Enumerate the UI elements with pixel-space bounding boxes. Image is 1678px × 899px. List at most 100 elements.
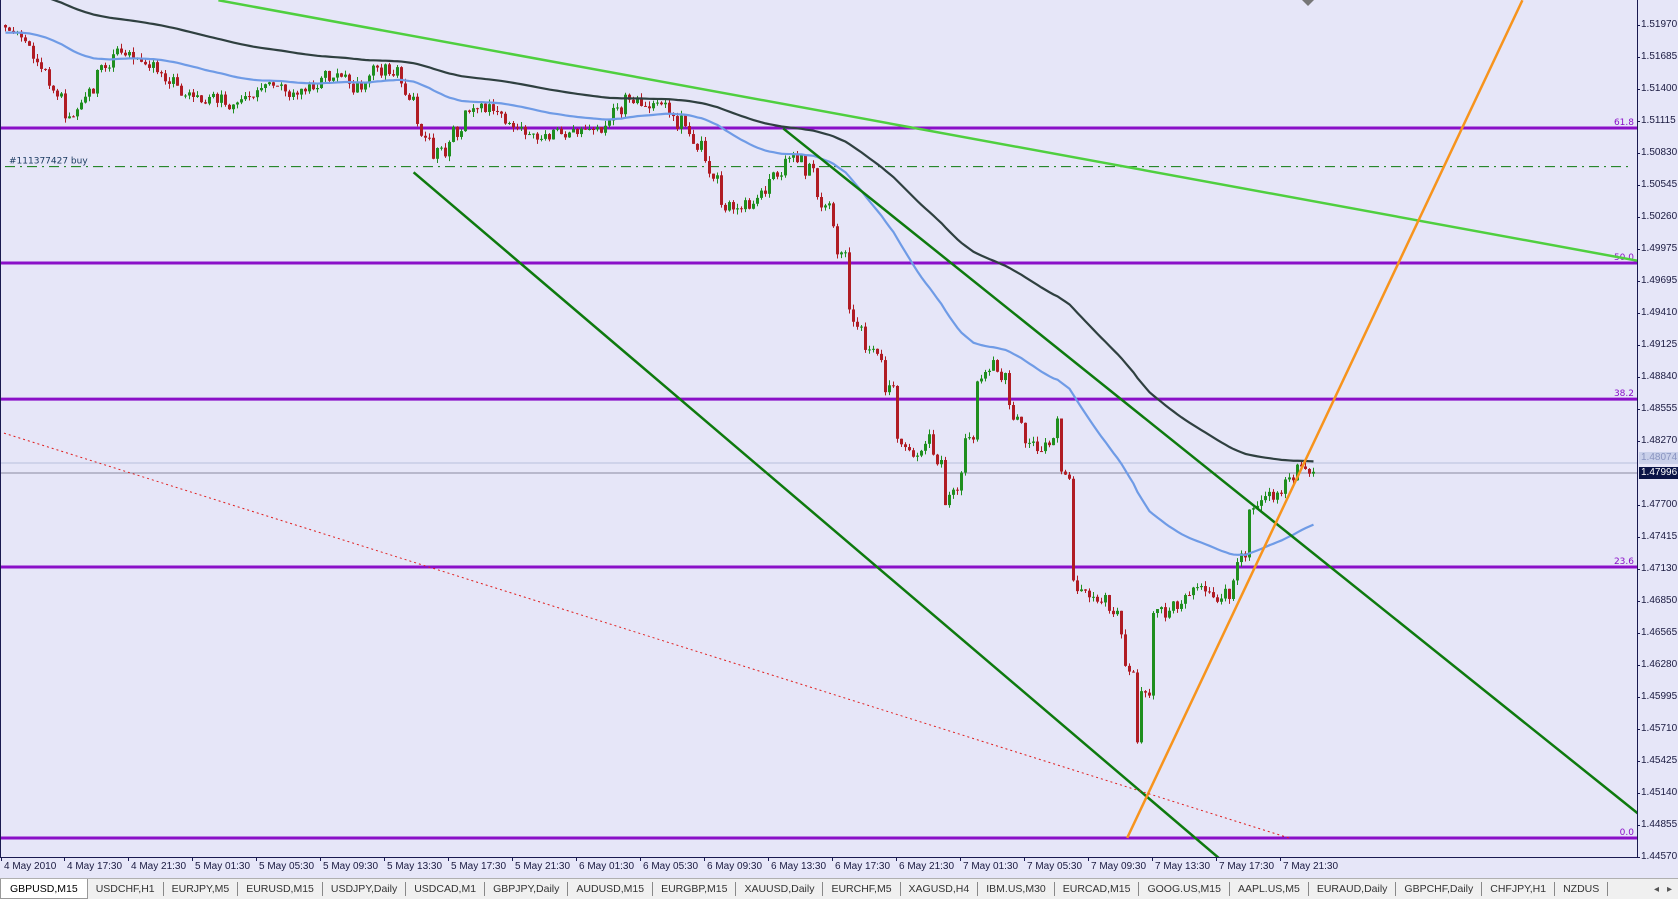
candle [836,223,839,259]
candle [868,345,871,354]
candle-body [876,348,879,354]
candle-body [516,127,519,129]
chart-window[interactable]: 61.850.038.223.60.0#111377427 buy 1.5197… [0,0,1678,878]
candle [188,89,191,100]
time-axis-label: 6 May 17:30 [835,861,891,872]
chart-tab[interactable]: EURCAD,M15 [1055,882,1140,896]
time-axis-label: 5 May 05:30 [259,861,315,872]
candle-body [32,45,35,59]
candle-body [1212,592,1215,598]
candle [448,140,451,162]
chart-tab[interactable]: EURAUD,Daily [1309,882,1397,896]
chart-tab[interactable]: EURUSD,M15 [238,882,323,896]
chart-tab[interactable]: XAUUSD,Daily [736,882,824,896]
candle [720,171,723,208]
candle [1204,581,1207,597]
candle-body [1088,590,1091,598]
chart-tab[interactable]: USDCAD,M1 [406,882,486,896]
chart-tab[interactable]: GBPCHF,Daily [1396,882,1483,896]
candle-body [128,51,131,56]
candle-body [748,200,751,209]
time-tick [896,857,897,861]
candle-body [1144,691,1147,693]
chart-tab[interactable]: XAGUSD,H4 [901,882,979,896]
tab-scroll-right-icon[interactable]: ▸ [1666,883,1672,895]
candle [168,77,171,89]
candle [852,304,855,327]
time-axis-label: 5 May 09:30 [323,861,379,872]
chart-tab[interactable]: AUDUSD,M15 [568,882,654,896]
candle-body [1036,441,1039,452]
price-tick [1637,569,1640,571]
price-chart[interactable]: 61.850.038.223.60.0#111377427 buy [0,0,1637,857]
chart-tab[interactable]: NZDUS [1555,882,1609,896]
candle-body [944,459,947,506]
price-tick [1637,824,1640,826]
candle [696,143,699,152]
candle-body [932,434,935,455]
candle-body [604,125,607,133]
candle [552,129,555,140]
candle [392,69,395,77]
time-tick [448,857,449,861]
candle-body [216,93,219,103]
chart-tab[interactable]: IBM.US,M30 [978,882,1055,896]
chart-tab[interactable]: USDCHF,H1 [88,882,164,896]
candle-body [840,252,843,255]
candle-body [764,190,767,194]
candle-body [1268,491,1271,497]
chart-tab[interactable]: EURJPY,M5 [164,882,239,896]
candle-body [1312,471,1315,474]
candle-body [492,104,495,111]
candle [396,65,399,78]
candle-body [164,73,167,82]
candle [284,84,287,97]
candle-body [1288,477,1291,480]
candle-body [112,54,115,68]
candle [740,206,743,213]
candle-body [1184,595,1187,604]
candle-body [852,309,855,322]
price-axis-label: 1.47130 [1641,563,1678,575]
candle [940,455,943,468]
chart-tab[interactable]: AAPL.US,M5 [1230,882,1309,896]
chart-tab[interactable]: GOOG.US,M15 [1139,882,1230,896]
chart-tab[interactable]: EURGBP,M15 [653,882,737,896]
candle-body [1072,478,1075,581]
candle-body [1120,610,1123,635]
candle-body [872,348,875,350]
candle-body [1124,634,1127,666]
chart-tab[interactable]: CHFJPY,H1 [1482,882,1556,896]
candle-body [1164,607,1167,618]
candle-body [64,93,67,119]
chart-tab[interactable]: EURCHF,M5 [823,882,901,896]
time-axis-label: 7 May 21:30 [1283,861,1339,872]
time-axis-label: 4 May 21:30 [131,861,187,872]
price-axis-label: 1.50260 [1641,211,1678,223]
candle-body [1044,442,1047,452]
chart-tab[interactable]: USDJPY,Daily [323,882,407,896]
candle-body [256,90,259,98]
candle [600,127,603,134]
candle-body [1224,588,1227,599]
fib-level-label: 61.8 [1614,118,1634,128]
chart-tab[interactable]: GBPUSD,M15 [0,879,88,899]
price-axis-label: 1.47415 [1641,531,1678,543]
candle [196,91,199,98]
time-axis-label: 7 May 05:30 [1027,861,1083,872]
candle [1220,593,1223,605]
candle [416,93,419,127]
candle [88,87,91,102]
candle-body [392,74,395,76]
price-tick [1637,376,1640,378]
tab-scroll-left-icon[interactable]: ◂ [1653,883,1659,895]
price-tick [1637,632,1640,634]
candle [108,64,111,72]
candle [440,146,443,151]
candle-body [1052,438,1055,446]
candle-body [240,99,243,103]
candle-body [156,62,159,73]
candle [316,84,319,93]
chart-tab[interactable]: GBPJPY,Daily [485,882,569,896]
price-tick [1637,857,1640,858]
